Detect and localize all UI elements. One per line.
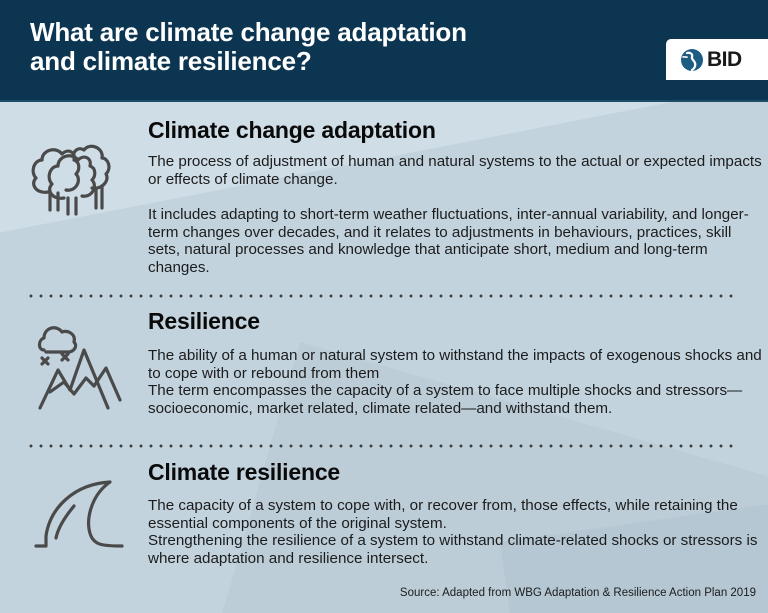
dotted-divider — [26, 294, 738, 298]
source-citation: Source: Adapted from WBG Adaptation & Re… — [399, 587, 756, 599]
climate-resilience-definition: The capacity of a system to cope with, o… — [148, 497, 738, 532]
adaptation-definition: The process of adjustment of human and n… — [148, 153, 762, 188]
cloud-mountains-icon — [37, 326, 122, 410]
globe-americas-icon — [681, 48, 703, 71]
title-line-1: What are climate change adaptation — [30, 17, 467, 47]
resilience-definition: The ability of a human or natural system… — [148, 347, 762, 382]
resilience-detail: The term encompasses the capacity of a s… — [148, 382, 743, 417]
logo-text: BID — [707, 47, 742, 71]
background — [0, 102, 768, 613]
wave-icon — [34, 480, 124, 548]
title-line-2: and climate resilience? — [30, 46, 312, 76]
section-title-resilience: Resilience — [148, 308, 260, 334]
section-title-climate-resilience: Climate resilience — [148, 459, 341, 485]
dotted-divider — [26, 444, 738, 448]
section-title-adaptation: Climate change adaptation — [148, 117, 436, 143]
header-banner: What are climate change adaptation and c… — [0, 0, 768, 102]
adaptation-detail: It includes adapting to short-term weath… — [148, 206, 749, 276]
bid-logo: BID — [666, 39, 768, 80]
page-title: What are climate change adaptation and c… — [30, 18, 590, 76]
climate-resilience-detail: Strengthening the resilience of a system… — [148, 532, 758, 567]
trees-icon — [31, 144, 111, 216]
